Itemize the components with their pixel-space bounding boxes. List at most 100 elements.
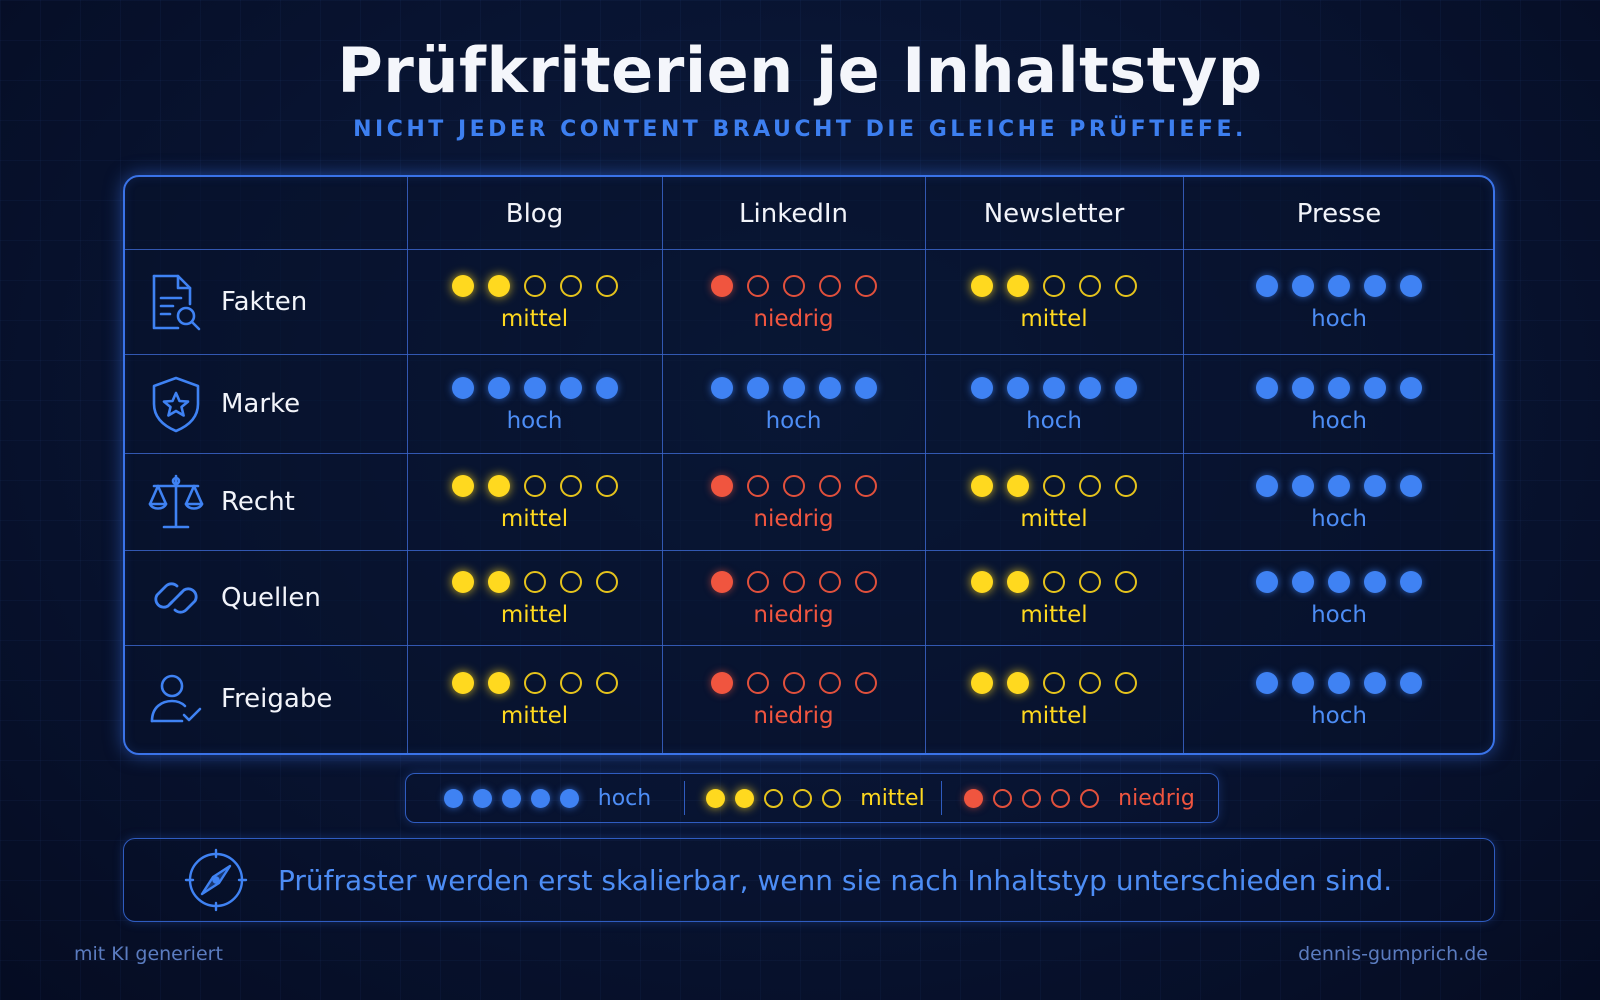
rating-dot-empty <box>746 474 769 497</box>
rating-dots <box>704 669 884 697</box>
row-label: Fakten <box>221 286 308 317</box>
rating-dot-filled <box>1079 376 1101 399</box>
rating-dots <box>445 374 625 402</box>
rating-dot-empty <box>854 274 877 297</box>
rating-level: niedrig <box>753 505 834 532</box>
rating-dot-filled <box>595 376 618 399</box>
rating-dot-empty <box>793 788 813 808</box>
rating-dot-empty <box>854 570 877 593</box>
rating-dot-filled <box>971 570 993 593</box>
rating-dot-filled <box>1364 474 1386 497</box>
page-subtitle: NICHT JEDER CONTENT BRAUCHT DIE GLEICHE … <box>353 117 1247 142</box>
rating-dot-empty <box>595 474 618 497</box>
rating-dot-filled <box>706 788 726 808</box>
rating-cell: hoch <box>925 354 1183 453</box>
rating-dot-filled <box>971 376 993 399</box>
rating-dot-filled <box>971 274 993 297</box>
criteria-matrix: Blog LinkedIn Newsletter Presse Fakten M… <box>123 175 1495 755</box>
rating-dots <box>704 374 884 402</box>
rating-dots <box>1249 568 1429 596</box>
rating-dot-empty <box>1115 570 1137 593</box>
rating-dot-filled <box>710 274 733 297</box>
rating-dots <box>1249 374 1429 402</box>
rating-dot-empty <box>1051 788 1071 808</box>
rating-cell: niedrig <box>662 550 925 645</box>
row-label: Marke <box>221 388 301 419</box>
rating-level: hoch <box>1311 305 1367 332</box>
rating-cell: mittel <box>407 453 662 550</box>
rating-dot-filled <box>451 474 474 497</box>
column-header-newsletter: Newsletter <box>983 199 1125 229</box>
rating-dot-filled <box>487 376 510 399</box>
rating-dot-filled <box>530 788 550 808</box>
rating-dot-empty <box>559 570 582 593</box>
rating-dot-empty <box>1115 274 1137 297</box>
rating-dot-empty <box>595 672 618 694</box>
rating-dot-empty <box>1079 570 1101 593</box>
rating-level: hoch <box>1311 505 1367 532</box>
column-divider <box>925 177 926 753</box>
link-icon <box>145 567 207 629</box>
rating-cell: niedrig <box>662 249 925 354</box>
row-divider <box>125 453 1493 454</box>
rating-dot-filled <box>559 788 579 808</box>
scales-icon <box>145 471 207 533</box>
row-header-fakten: Fakten <box>125 249 407 354</box>
rating-level: niedrig <box>753 703 834 729</box>
rating-dot-empty <box>746 672 769 694</box>
rating-dots <box>964 374 1144 402</box>
rating-dots <box>704 272 884 300</box>
rating-level: hoch <box>1311 407 1367 434</box>
rating-dot-filled <box>451 570 474 593</box>
rating-dot-empty <box>746 274 769 297</box>
page-title: Prüfkriterien je Inhaltstyp <box>337 34 1263 107</box>
rating-dot-filled <box>964 788 984 808</box>
rating-cell: hoch <box>1183 354 1495 453</box>
rating-dot-filled <box>487 474 510 497</box>
rating-dots <box>445 472 625 500</box>
rating-dot-empty <box>1080 788 1100 808</box>
rating-dot-empty <box>818 474 841 497</box>
rating-cell: mittel <box>407 645 662 753</box>
rating-level: mittel <box>1020 505 1088 532</box>
shield-star-icon <box>145 373 207 435</box>
rating-cell: mittel <box>407 550 662 645</box>
rating-dot-filled <box>1292 672 1314 694</box>
rating-cell: hoch <box>1183 550 1495 645</box>
rating-dot-filled <box>559 376 582 399</box>
rating-dot-empty <box>1043 474 1065 497</box>
rating-dot-filled <box>818 376 841 399</box>
rating-dot-filled <box>1007 672 1029 694</box>
rating-dot-filled <box>1043 376 1065 399</box>
rating-dot-filled <box>1292 474 1314 497</box>
rating-dot-empty <box>559 672 582 694</box>
column-divider <box>662 177 663 753</box>
rating-dot-empty <box>595 570 618 593</box>
rating-dot-empty <box>818 570 841 593</box>
rating-dot-empty <box>854 474 877 497</box>
rating-dot-filled <box>1292 274 1314 297</box>
user-check-icon <box>145 668 207 730</box>
rating-dots <box>445 669 625 697</box>
rating-dot-filled <box>1007 376 1029 399</box>
rating-dot-empty <box>1079 474 1101 497</box>
rating-dots <box>1249 669 1429 697</box>
rating-dot-filled <box>1256 474 1278 497</box>
rating-level: hoch <box>506 407 563 434</box>
rating-dot-empty <box>1079 274 1101 297</box>
legend-item-mittel: mittel <box>685 774 941 822</box>
rating-dot-filled <box>1328 376 1350 399</box>
rating-dot-empty <box>523 274 546 297</box>
rating-dot-empty <box>782 570 805 593</box>
row-divider <box>125 550 1493 551</box>
legend-label: mittel <box>860 785 925 811</box>
rating-dots <box>1249 472 1429 500</box>
rating-dot-empty <box>559 474 582 497</box>
rating-cell: mittel <box>925 550 1183 645</box>
row-divider <box>125 354 1493 355</box>
document-search-icon <box>145 271 207 333</box>
rating-dot-filled <box>1256 376 1278 399</box>
rating-level: hoch <box>1026 407 1082 434</box>
rating-level: niedrig <box>753 305 834 332</box>
rating-dot-filled <box>1400 474 1422 497</box>
